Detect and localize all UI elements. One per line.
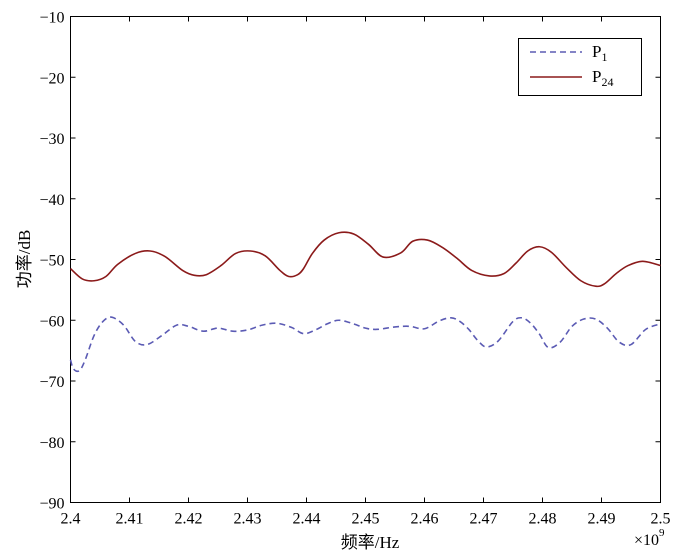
x-tick-label: 2.43	[234, 511, 262, 528]
x-tick-label: 2.42	[175, 511, 203, 528]
legend-label-p1-main: P	[592, 42, 601, 61]
tick-labels: 2.4 2.41 2.42 2.43 2.44 2.45 2.46 2.47 2.48 2.49 2…	[39, 10, 670, 528]
x-axis-label: 频率/Hz	[341, 533, 400, 552]
series-layer	[69, 231, 661, 373]
y-tick-label: −20	[39, 70, 64, 87]
x-tick-label: 2.48	[529, 511, 557, 528]
y-tick-label: −80	[39, 435, 64, 452]
y-tick-label: −70	[39, 374, 64, 391]
legend-label-p24-main: P	[592, 67, 601, 86]
legend-box	[518, 38, 642, 96]
x-multiplier: ×10 9	[634, 527, 665, 549]
x-tick-label: 2.45	[352, 511, 380, 528]
x-tick-label: 2.41	[116, 511, 144, 528]
y-tick-label: −50	[39, 253, 64, 270]
x-tick-label: 2.47	[470, 511, 498, 528]
axis-ticks	[70, 16, 661, 503]
y-axis-label: 功率/dB	[15, 230, 34, 289]
x-tick-label: 2.46	[411, 511, 439, 528]
legend-label-p24: P24	[592, 67, 613, 89]
legend-label-p1: P1	[592, 42, 607, 64]
y-tick-label: −90	[39, 496, 64, 513]
y-tick-label: −60	[39, 313, 64, 330]
y-tick-label: −10	[39, 10, 64, 27]
legend: P1 P24	[518, 38, 642, 96]
x-tick-label: 2.5	[651, 511, 671, 528]
x-multiplier-exponent: 9	[659, 527, 665, 539]
y-tick-label: −30	[39, 131, 64, 148]
legend-label-p24-sub: 24	[601, 75, 613, 89]
x-multiplier-base: ×10	[634, 532, 659, 549]
x-tick-label: 2.49	[588, 511, 616, 528]
y-tick-label: −40	[39, 192, 64, 209]
x-tick-label: 2.44	[293, 511, 321, 528]
legend-label-p1-sub: 1	[601, 50, 607, 64]
x-tick-label: 2.4	[61, 511, 81, 528]
series-line-p24	[69, 231, 661, 288]
series-line-p1	[69, 316, 661, 373]
